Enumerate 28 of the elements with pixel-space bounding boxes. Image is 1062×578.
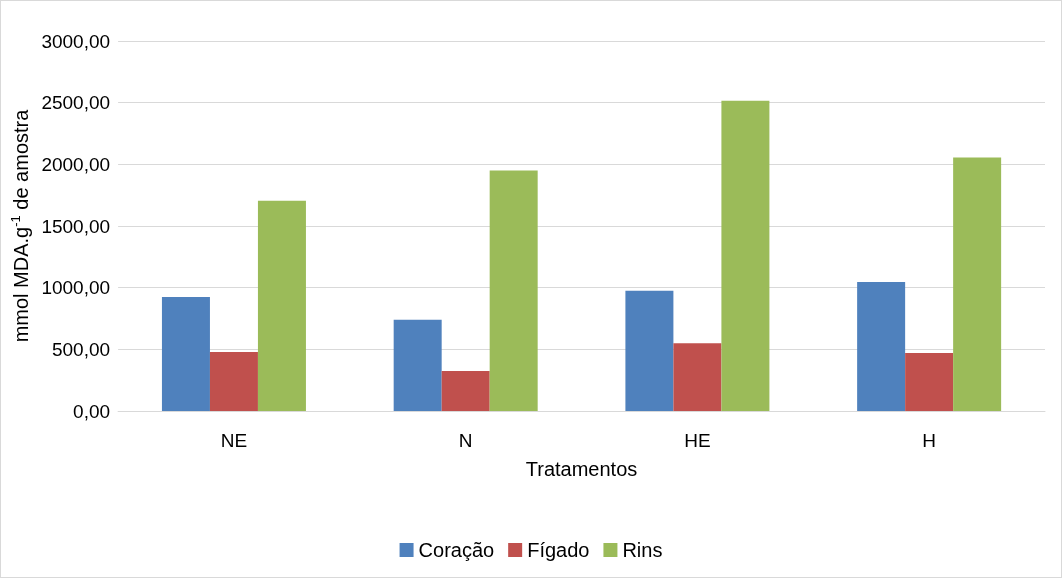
x-tick-label: H	[922, 430, 936, 451]
bar	[257, 200, 306, 411]
y-tick-label: 3000,00	[41, 30, 111, 52]
y-tick-label: 0,00	[73, 400, 111, 422]
bar	[905, 353, 954, 411]
x-tick-label: NE	[220, 430, 248, 451]
y-tick-label: 1000,00	[41, 277, 111, 299]
x-tick-label: HE	[684, 430, 711, 451]
y-tick-label: 2000,00	[41, 153, 111, 175]
legend-label: Fígado	[527, 539, 590, 561]
bar	[489, 170, 538, 411]
bar	[441, 370, 490, 411]
y-tick-label: 2500,00	[41, 92, 111, 114]
bar	[673, 343, 722, 411]
bar	[161, 296, 210, 411]
y-tick-label: 1500,00	[41, 215, 111, 237]
bar	[953, 157, 1002, 411]
y-axis-title: mmol MDA.g-1 de amostra	[8, 108, 32, 343]
x-tick-label: N	[458, 430, 473, 451]
bar	[393, 319, 442, 411]
x-axis-title: Tratamentos	[525, 458, 638, 480]
legend-label: Rins	[622, 539, 663, 561]
bar	[209, 352, 258, 411]
bar	[721, 100, 770, 411]
bar	[857, 282, 906, 411]
bar	[625, 290, 674, 411]
y-tick-label: 500,00	[51, 338, 111, 360]
legend-label: Coração	[418, 539, 495, 561]
